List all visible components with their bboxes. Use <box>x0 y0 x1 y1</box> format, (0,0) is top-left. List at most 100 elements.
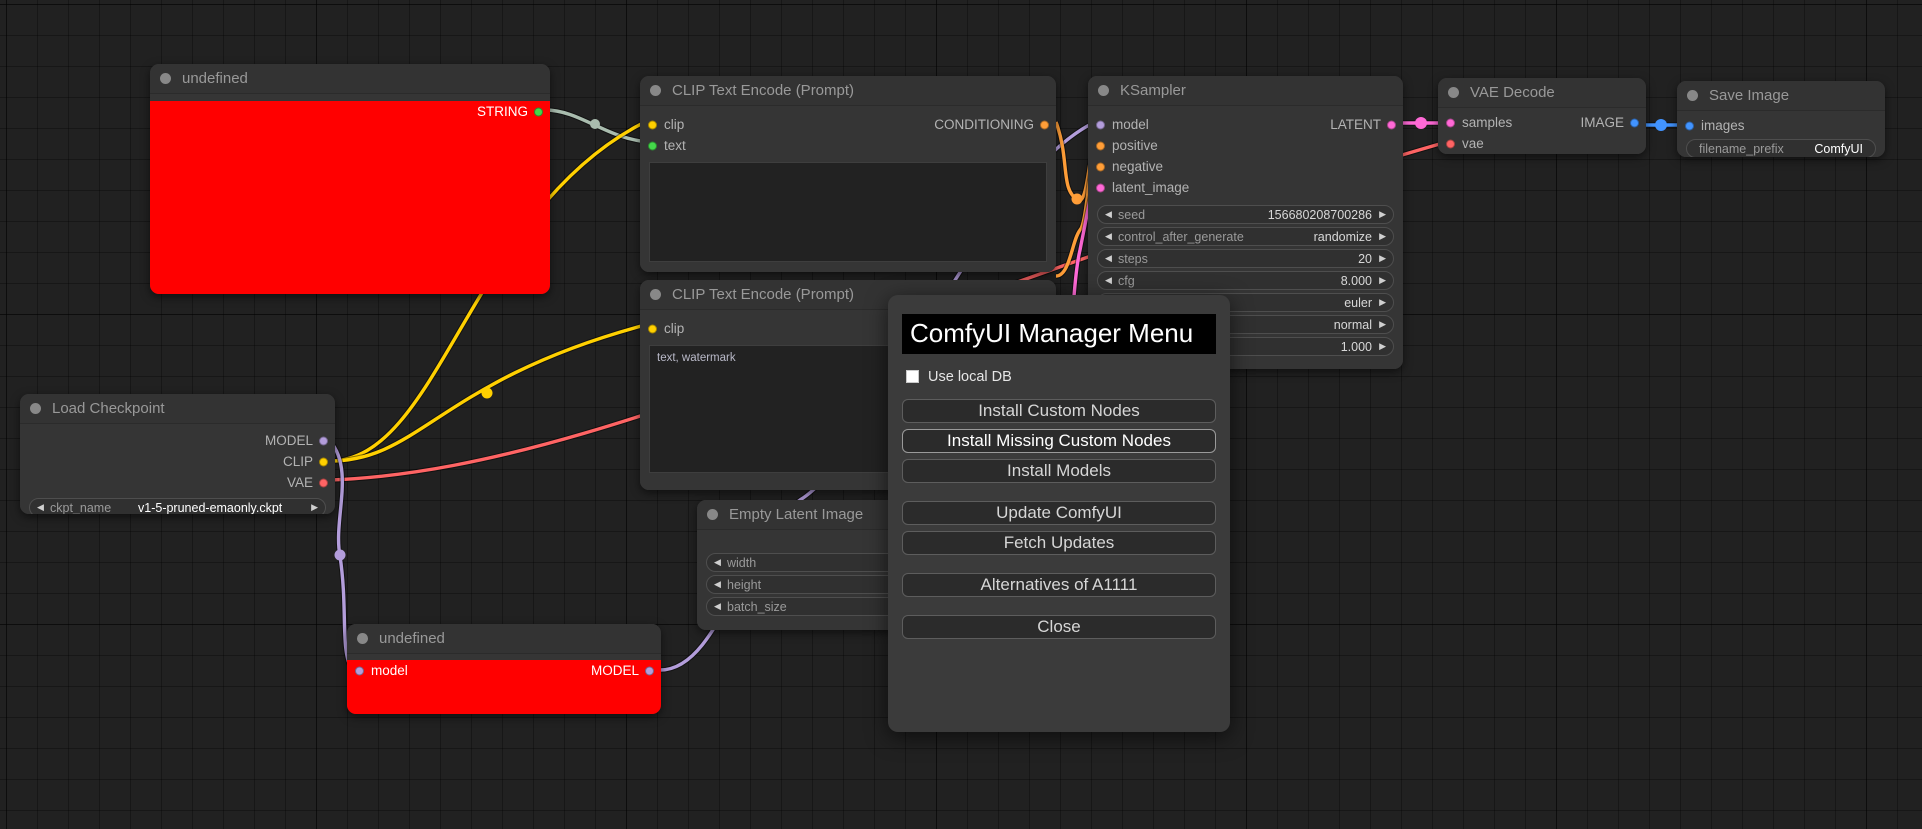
negative-port-dot-icon[interactable] <box>1096 162 1105 171</box>
increment-arrow-icon[interactable]: ▶ <box>1379 297 1386 307</box>
node-clip-text-encode-positive[interactable]: CLIP Text Encode (Prompt) clip CONDITION… <box>640 76 1056 272</box>
collapse-dot-icon[interactable] <box>1687 90 1698 101</box>
vae-port-dot-icon[interactable] <box>1446 139 1455 148</box>
increment-arrow-icon[interactable]: ▶ <box>1379 319 1386 329</box>
decrement-arrow-icon[interactable]: ◀ <box>714 557 721 567</box>
collapse-dot-icon[interactable] <box>1098 85 1109 96</box>
node-title-bar[interactable]: Load Checkpoint <box>20 394 335 424</box>
widget-ckpt-name[interactable]: ◀ ckpt_name v1-5-pruned-emaonly.ckpt ▶ <box>29 498 326 514</box>
node-undefined-model[interactable]: undefined model MODEL <box>347 624 661 714</box>
node-title-bar[interactable]: VAE Decode <box>1438 78 1646 108</box>
node-save-image[interactable]: Save Image images filename_prefix ComfyU… <box>1677 81 1885 157</box>
input-port-samples[interactable]: samples IMAGE <box>1438 112 1646 133</box>
output-port-string[interactable]: STRING <box>150 101 550 122</box>
node-title-bar[interactable]: KSampler <box>1088 76 1403 106</box>
input-port-images[interactable]: images <box>1677 115 1885 136</box>
install-custom-nodes-button[interactable]: Install Custom Nodes <box>902 398 1216 423</box>
use-local-db-label: Use local DB <box>928 368 1012 385</box>
output-port-clip[interactable]: CLIP <box>20 451 335 472</box>
node-title-text: VAE Decode <box>1470 84 1555 101</box>
widget-filename-prefix[interactable]: filename_prefix ComfyUI <box>1686 139 1876 157</box>
decrement-arrow-icon[interactable]: ◀ <box>1105 209 1112 219</box>
node-vae-decode[interactable]: VAE Decode samples IMAGE vae <box>1438 78 1646 154</box>
widget-steps[interactable]: ◀ steps 20 ▶ <box>1097 249 1394 268</box>
increment-arrow-icon[interactable]: ▶ <box>1379 341 1386 351</box>
image-port-dot-icon[interactable] <box>1630 118 1639 127</box>
use-local-db-row[interactable]: Use local DB <box>906 369 1216 385</box>
decrement-arrow-icon[interactable]: ◀ <box>1105 275 1112 285</box>
increment-arrow-icon[interactable]: ▶ <box>311 502 318 512</box>
input-port-clip[interactable]: clip <box>640 318 1056 339</box>
fetch-updates-button[interactable]: Fetch Updates <box>902 530 1216 555</box>
collapse-dot-icon[interactable] <box>707 509 718 520</box>
clip-port-dot-icon[interactable] <box>648 120 657 129</box>
output-label: VAE <box>286 475 313 490</box>
input-label: clip <box>664 321 685 336</box>
input-port-model[interactable]: model LATENT <box>1088 114 1403 135</box>
decrement-arrow-icon[interactable]: ◀ <box>714 601 721 611</box>
use-local-db-checkbox[interactable] <box>906 370 919 384</box>
collapse-dot-icon[interactable] <box>160 73 171 84</box>
alternatives-of-a1111-button[interactable]: Alternatives of A1111 <box>902 572 1216 597</box>
input-port-text[interactable]: text <box>640 135 1056 156</box>
positive-port-dot-icon[interactable] <box>1096 141 1105 150</box>
input-label: model <box>371 663 408 678</box>
prompt-textarea[interactable] <box>649 162 1047 262</box>
increment-arrow-icon[interactable]: ▶ <box>1379 231 1386 241</box>
samples-port-dot-icon[interactable] <box>1446 118 1455 127</box>
comfyui-manager-menu-dialog[interactable]: ComfyUI Manager Menu Use local DB Instal… <box>888 295 1230 732</box>
collapse-dot-icon[interactable] <box>650 85 661 96</box>
model-port-dot-icon[interactable] <box>1096 120 1105 129</box>
decrement-arrow-icon[interactable]: ◀ <box>1105 253 1112 263</box>
close-button[interactable]: Close <box>902 614 1216 639</box>
latent-port-dot-icon[interactable] <box>1387 120 1396 129</box>
collapse-dot-icon[interactable] <box>650 289 661 300</box>
model-port-dot-icon[interactable] <box>355 666 364 675</box>
widget-seed[interactable]: ◀ seed 156680208700286 ▶ <box>1097 205 1394 224</box>
decrement-arrow-icon[interactable]: ◀ <box>714 579 721 589</box>
input-port-model[interactable]: model MODEL <box>347 660 661 681</box>
latent-image-port-dot-icon[interactable] <box>1096 183 1105 192</box>
node-title-bar[interactable]: Save Image <box>1677 81 1885 111</box>
input-label: positive <box>1112 138 1158 153</box>
clip-port-dot-icon[interactable] <box>319 457 328 466</box>
update-comfyui-button[interactable]: Update ComfyUI <box>902 500 1216 525</box>
input-port-vae[interactable]: vae <box>1438 133 1646 154</box>
conditioning-port-dot-icon[interactable] <box>1040 120 1049 129</box>
node-title-bar[interactable]: undefined <box>150 64 550 94</box>
string-port-dot-icon[interactable] <box>534 107 543 116</box>
node-undefined-string[interactable]: undefined STRING <box>150 64 550 294</box>
decrement-arrow-icon[interactable]: ◀ <box>37 502 44 512</box>
input-port-negative[interactable]: negative <box>1088 156 1403 177</box>
collapse-dot-icon[interactable] <box>1448 87 1459 98</box>
input-port-positive[interactable]: positive <box>1088 135 1403 156</box>
increment-arrow-icon[interactable]: ▶ <box>1379 209 1386 219</box>
increment-arrow-icon[interactable]: ▶ <box>1379 275 1386 285</box>
node-title-text: CLIP Text Encode (Prompt) <box>672 286 855 303</box>
increment-arrow-icon[interactable]: ▶ <box>1379 253 1386 263</box>
output-port-vae[interactable]: VAE <box>20 472 335 493</box>
clip-port-dot-icon[interactable] <box>648 324 657 333</box>
widget-value: randomize <box>1313 229 1372 244</box>
input-port-clip[interactable]: clip CONDITIONING <box>640 114 1056 135</box>
output-port-model[interactable]: MODEL <box>20 430 335 451</box>
decrement-arrow-icon[interactable]: ◀ <box>1105 231 1112 241</box>
input-label: clip <box>664 117 685 132</box>
model-output-port-dot-icon[interactable] <box>645 666 654 675</box>
install-missing-custom-nodes-button[interactable]: Install Missing Custom Nodes <box>902 428 1216 453</box>
install-models-button[interactable]: Install Models <box>902 458 1216 483</box>
node-title-bar[interactable]: undefined <box>347 624 661 654</box>
collapse-dot-icon[interactable] <box>357 633 368 644</box>
text-port-dot-icon[interactable] <box>648 141 657 150</box>
widget-control-after-generate[interactable]: ◀ control_after_generate randomize ▶ <box>1097 227 1394 246</box>
node-title-bar[interactable]: CLIP Text Encode (Prompt) <box>640 76 1056 106</box>
widget-cfg[interactable]: ◀ cfg 8.000 ▶ <box>1097 271 1394 290</box>
node-load-checkpoint[interactable]: Load Checkpoint MODEL CLIP VAE ◀ ckpt_na… <box>20 394 335 514</box>
images-port-dot-icon[interactable] <box>1685 121 1694 130</box>
widget-value: euler <box>1344 295 1372 310</box>
input-port-latent-image[interactable]: latent_image <box>1088 177 1403 198</box>
vae-port-dot-icon[interactable] <box>319 478 328 487</box>
model-port-dot-icon[interactable] <box>319 436 328 445</box>
collapse-dot-icon[interactable] <box>30 403 41 414</box>
